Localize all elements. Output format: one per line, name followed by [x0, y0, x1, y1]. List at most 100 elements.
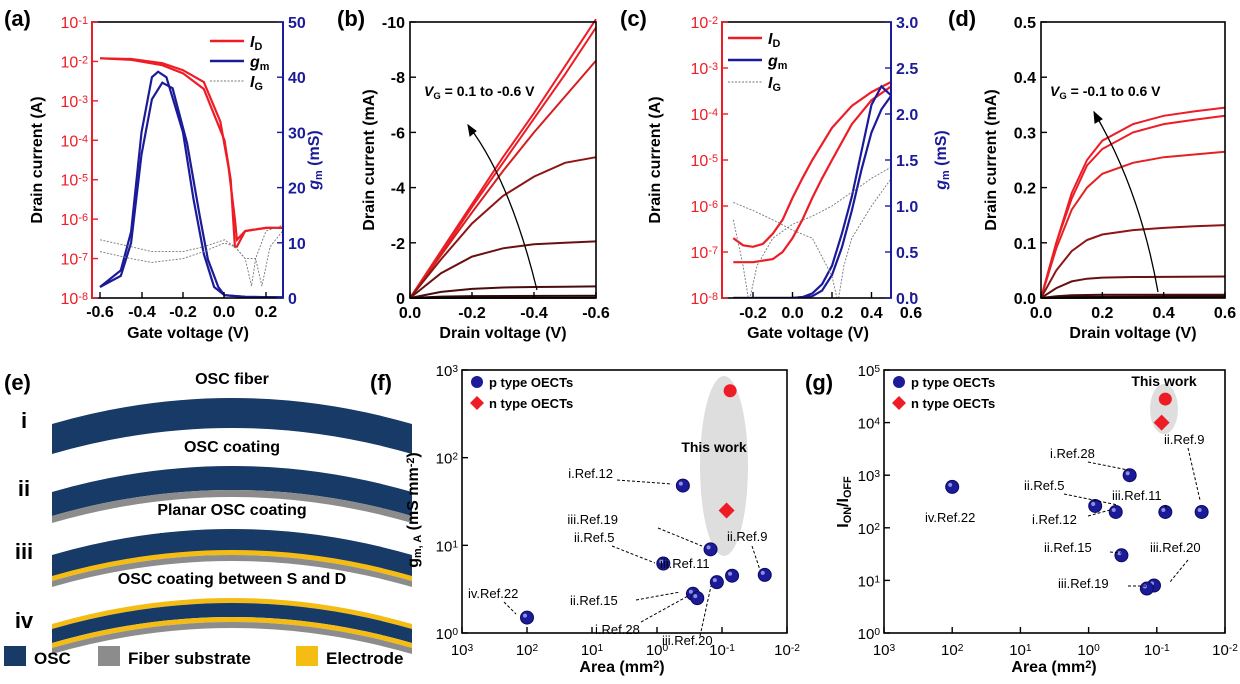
point-p: [1139, 581, 1154, 596]
panel-c-ylabel: Drain current (A): [647, 96, 664, 223]
leader-line: [616, 479, 673, 485]
panel-e-row-title: OSC coating: [184, 439, 280, 456]
series-ID-line: [99, 57, 283, 243]
panel-f-xtick-label: 101​: [581, 642, 604, 659]
panel-d-xtick-label: 0.2: [1091, 305, 1113, 322]
panel-c-xtick-label: 0.2: [821, 305, 843, 322]
electrode-layer-shape: [52, 550, 412, 581]
point-label: i.Ref.12: [568, 466, 613, 481]
point-p-highlight: [1142, 584, 1147, 589]
point-label: i.Ref.28: [595, 622, 640, 637]
series-gm-line: [733, 84, 891, 298]
legend-marker-n: [892, 396, 906, 410]
series-VG=0.4-line: [1040, 150, 1226, 299]
osc-layer-shape: [52, 466, 412, 516]
series-VG=-0.3-line: [409, 156, 597, 299]
panel-g-xlabel: Area (mm2​): [1011, 659, 1096, 676]
series-VG=0.3-line: [1040, 224, 1226, 299]
this-work-label: This work: [681, 439, 747, 455]
point-p: [709, 575, 724, 590]
panel-f-ytick-label: 102​: [436, 451, 459, 468]
leader-line: [1087, 461, 1129, 471]
panel-d-ytick-label: 0.4: [1014, 70, 1036, 87]
point-label: ii.Ref.5: [1024, 478, 1064, 493]
panel-d-frame: [1040, 21, 1226, 299]
point-p-highlight: [688, 589, 693, 594]
panel-e-row-title: OSC fiber: [195, 371, 269, 388]
series-VG=0.5-line: [1040, 114, 1226, 299]
leader-line: [640, 595, 689, 623]
panel-g-frame: [883, 369, 1226, 634]
point-n: [1158, 392, 1172, 406]
panel-c-ytick-label: 10-2​: [691, 15, 718, 32]
panel-a-ytick-label: 10-2​: [61, 54, 88, 71]
point-p-highlight: [1197, 507, 1202, 512]
panel-a-xtick-label: -0.2: [169, 304, 197, 321]
panel-a-ytick-label: 10-8​: [61, 291, 88, 308]
panel-a-xtick-label: 0.0: [213, 304, 235, 321]
legend-label: IG​: [250, 74, 263, 93]
panel-e-row-title: Planar OSC coating: [157, 502, 306, 519]
series-IG-line: [99, 224, 283, 287]
panel-c-plot: [732, 80, 891, 298]
panel-b-ytick-label: -10: [382, 15, 405, 32]
panel-c-xlabel: Gate voltage (V): [747, 325, 869, 342]
panel-a-xtick-label: -0.6: [86, 304, 114, 321]
legend-marker-p: [893, 376, 905, 388]
panel-c-ytick-label: 10-4​: [691, 107, 718, 124]
point-p-highlight: [1091, 501, 1096, 506]
point-p-highlight: [1117, 551, 1122, 556]
electrode-bottom-shape: [52, 617, 412, 648]
point-p: [1122, 468, 1137, 483]
panel-b-ytick-label: -6: [391, 125, 405, 142]
panel-f-ytick-label: 103​: [436, 363, 459, 380]
panel-a-xtick-label: -0.4: [128, 304, 156, 321]
panel-c-y2tick-label: 1.5: [896, 153, 918, 170]
series-VG=0.2-line: [1040, 275, 1226, 299]
panel-b-xtick-label: -0.6: [582, 305, 610, 322]
panel-g-ytick-label: 101​: [858, 573, 881, 590]
leader-line: [1087, 509, 1111, 517]
panel-b-ytick-label: -4: [391, 181, 405, 198]
series-VG=-0.2-line: [409, 240, 597, 299]
point-p-highlight: [1111, 507, 1116, 512]
panel-b-ylabel: Drain current (mA): [361, 89, 378, 230]
electrode-top-shape: [52, 598, 412, 629]
point-p: [690, 591, 705, 606]
point-label: ii.Ref.15: [570, 593, 618, 608]
panel-d-annotation: VG​ = -0.1 to 0.6 V: [1050, 83, 1161, 102]
panel-c-xtick-label: 0.4: [860, 305, 882, 322]
panel-f-xtick-label: 102​: [516, 642, 539, 659]
point-p-highlight: [706, 545, 711, 550]
panel-f-ytick-label: 101​: [436, 538, 459, 555]
panel-c-y2tick-label: 2.5: [896, 61, 918, 78]
point-label: iii.Ref.19: [1058, 576, 1109, 591]
panel-g-xtick-label: 10-1​: [1144, 642, 1170, 659]
point-p-highlight: [693, 594, 698, 599]
substrate-layer-shape: [52, 555, 412, 587]
panel-a-y2tick-label: 40: [288, 70, 306, 87]
channel-gap-shape: [160, 533, 196, 549]
legend-label: p type OECTs: [489, 375, 573, 390]
series-VG=-0.6-line: [409, 18, 597, 299]
leader-line: [1169, 559, 1189, 583]
osc-fiber-shape: [52, 398, 412, 454]
point-label: iii.Ref.20: [1150, 540, 1201, 555]
series-ID-line: [732, 80, 891, 248]
panel-c-y2label: gm​ (mS): [933, 130, 952, 190]
panel-g-xtick-label: 10-2​: [1212, 642, 1238, 659]
panel-c-xtick-label: 0.0: [781, 305, 803, 322]
legend-label: gm​: [767, 53, 787, 72]
leader-line: [503, 601, 517, 615]
panel-e-row-numeral: iv: [15, 608, 34, 633]
this-work-highlight: [700, 376, 748, 556]
point-p-highlight: [659, 559, 664, 564]
point-p-highlight: [523, 613, 527, 618]
point-p-highlight: [948, 482, 953, 487]
leader-line: [699, 585, 712, 637]
panel-a-plot: [99, 57, 283, 298]
legend-label: p type OECTs: [911, 375, 995, 390]
point-p: [945, 479, 960, 494]
point-label: iv.Ref.22: [468, 586, 518, 601]
panel-e-row-numeral: ii: [18, 476, 30, 501]
